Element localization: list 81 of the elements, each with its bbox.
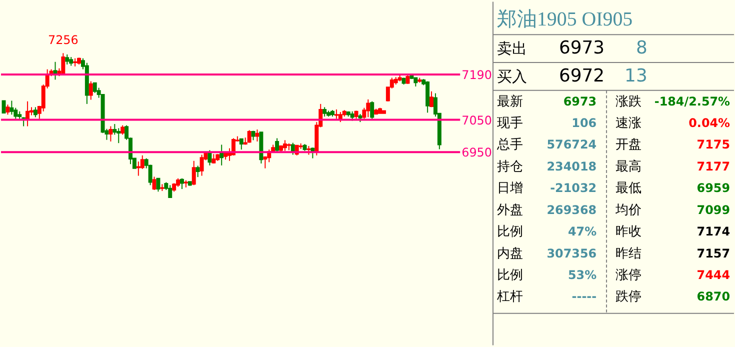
text: 现手 [496,116,523,131]
text: 卖出 [496,39,527,58]
text: 6870 [696,290,730,304]
candlestick [212,154,216,164]
text: 7157 [696,246,730,260]
candlestick [196,165,200,178]
text: 持仓 [496,159,523,174]
text: 269368 [546,202,597,217]
candlestick [430,90,434,108]
text: 7175 [696,138,730,152]
text: 比例 [496,224,523,240]
candlestick [120,124,125,136]
candlestick [108,126,113,142]
candlestick [168,184,172,198]
candlestick [33,106,38,118]
text: 涨跌 [615,94,642,110]
candlestick [10,100,14,116]
candlestick [334,108,338,120]
text: 7177 [696,159,730,174]
text: 买入 [496,67,527,86]
text: 跌停 [615,290,642,305]
y-tick-label: 7190 [462,68,492,82]
text: 6973 [558,37,605,58]
text: -21032 [550,181,597,196]
candlestick [116,128,121,144]
candlestick [255,129,260,142]
text: 6973 [563,94,597,108]
text: 杠杆 [496,290,523,305]
text: 106 [572,116,597,130]
text: 外盘 [496,202,523,218]
text: 576724 [546,138,597,152]
text: 6959 [696,181,730,196]
text: 均价 [614,202,642,218]
text: 234018 [546,159,597,174]
candlestick [156,178,160,192]
text: -184/2.57% [654,94,730,108]
candlestick [275,138,280,153]
y-tick-label: 6950 [462,146,492,160]
text: 开盘 [615,138,642,153]
candlestick [180,178,184,190]
annotation: 7256 [48,33,78,48]
text: 总手 [496,138,523,153]
candlestick [88,80,93,100]
candlestick [200,154,204,176]
text: 最新 [496,94,523,110]
text: 307356 [546,246,597,260]
candlestick [239,138,244,150]
candlestick [152,176,156,190]
candlestick [2,100,6,114]
text: 最高 [615,158,642,174]
text: 0.04% [688,116,730,130]
text: 47% [568,224,597,239]
text: 6972 [558,65,605,86]
text: 比例 [496,268,523,283]
text: 8 [636,37,648,58]
text: 13 [624,65,648,86]
candlestick [247,130,252,144]
text: 昨收 [615,224,642,240]
text: 最低 [615,181,642,196]
text: 7174 [696,224,730,239]
text: 涨停 [615,268,642,283]
text: 7444 [696,268,730,282]
candlestick [282,140,287,152]
candlestick [426,80,430,114]
candlestick [370,100,374,120]
text: 53% [568,268,597,282]
candlestick [6,104,10,116]
text: ----- [572,290,597,304]
candlestick [322,106,327,118]
candlestick [192,160,196,186]
text: 昨结 [615,246,642,262]
text: 日增 [496,181,523,196]
candlestick [366,98,370,118]
candlestick [26,100,30,127]
text: 7099 [696,202,730,217]
candlestick [65,54,70,65]
candlestick [136,161,140,176]
text: 速涨 [615,116,642,131]
y-tick-label: 7050 [462,113,492,128]
text: 郑油1905 OI905 [496,8,633,31]
text: 内盘 [496,246,523,262]
